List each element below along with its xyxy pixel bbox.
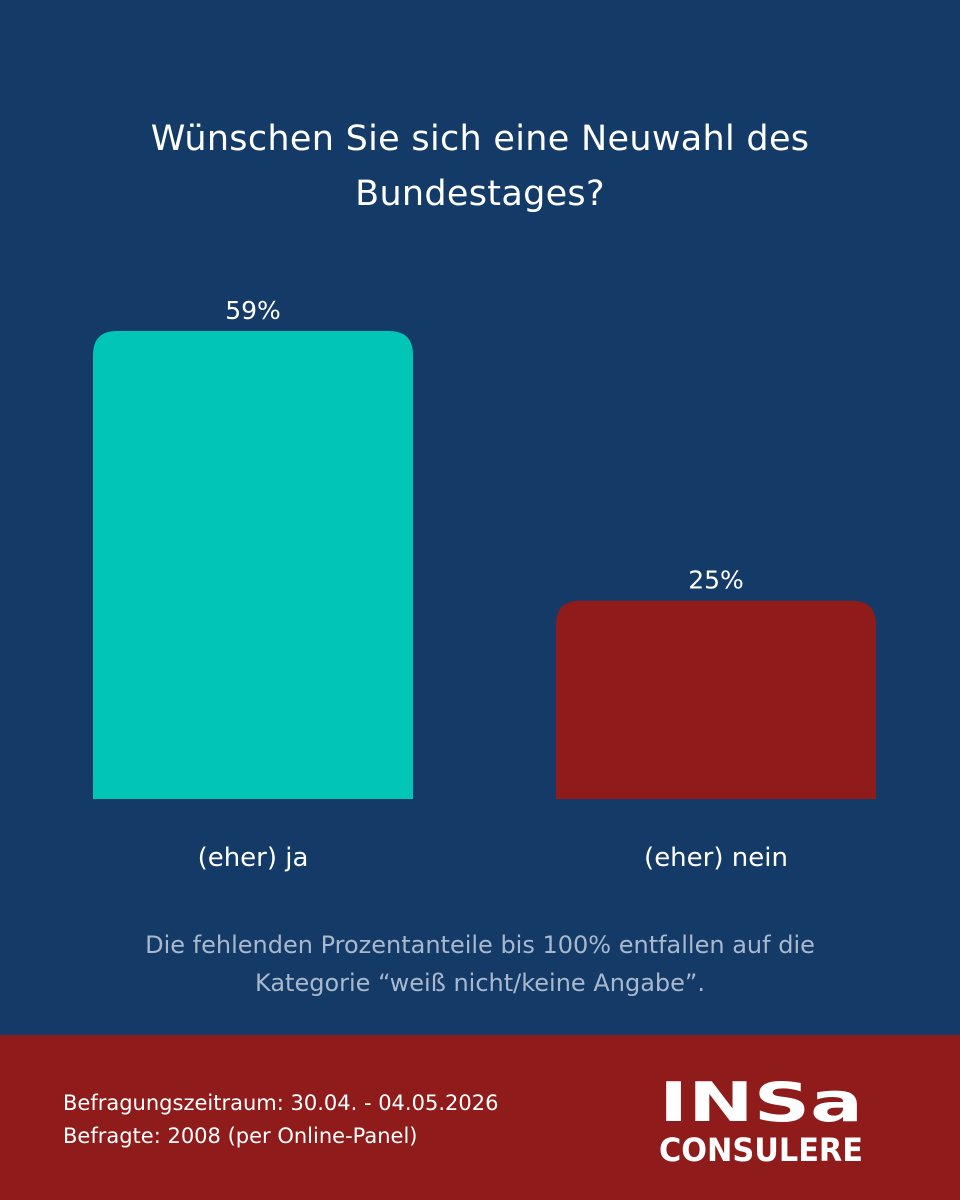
category-label-nein: (eher) nein	[644, 843, 788, 873]
footnote-line-1: Die fehlenden Prozentanteile bis 100% en…	[145, 931, 815, 959]
logo-wordmark: INSa	[659, 1075, 863, 1134]
footnote-line-2: Kategorie “weiß nicht/keine Angabe”.	[255, 969, 705, 997]
footnote: Die fehlenden Prozentanteile bis 100% en…	[80, 926, 880, 1002]
survey-period: Befragungszeitraum: 30.04. - 04.05.2026	[63, 1091, 499, 1115]
footer-band: Befragungszeitraum: 30.04. - 04.05.2026 …	[0, 1035, 960, 1200]
logo-subline: CONSULERE	[659, 1131, 863, 1165]
value-label-ja: 59%	[225, 296, 281, 325]
survey-respondents: Befragte: 2008 (per Online-Panel)	[63, 1124, 418, 1148]
bar-nein	[556, 600, 876, 799]
chart-title-line-2: Bundestages?	[355, 174, 605, 214]
chart-title: Wünschen Sie sich eine Neuwahl des Bunde…	[80, 112, 880, 222]
insa-consulere-logo: INSa CONSULERE	[659, 1075, 863, 1165]
chart-title-line-1: Wünschen Sie sich eine Neuwahl des	[150, 119, 810, 159]
survey-meta: Befragungszeitraum: 30.04. - 04.05.2026 …	[63, 1087, 498, 1153]
bar-ja	[93, 331, 413, 799]
value-label-nein: 25%	[688, 566, 744, 595]
bar-chart: 59% (eher) ja 25% (eher) nein	[93, 296, 876, 873]
category-label-ja: (eher) ja	[198, 843, 309, 873]
